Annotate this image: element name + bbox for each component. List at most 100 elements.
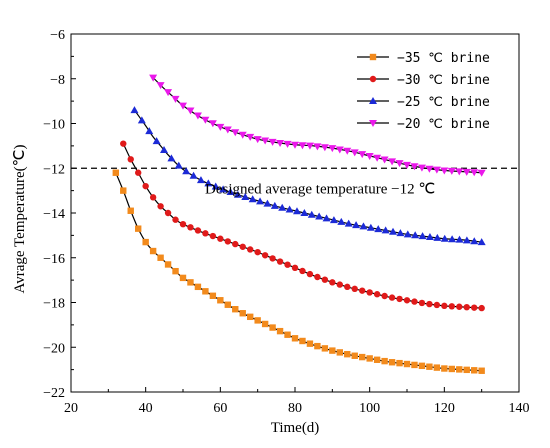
data-point-triangle-down [253,136,262,144]
data-point-triangle-up [369,97,377,104]
data-point-circle [149,194,157,201]
x-axis-label: Time(d) [271,420,320,436]
data-point-triangle-up [337,217,346,225]
data-point-square [441,365,448,372]
data-point-triangle-up [130,106,139,114]
data-point-triangle-up [182,167,191,175]
data-point-triangle-down [369,120,377,127]
data-point-triangle-up [292,207,301,215]
data-point-triangle-down [425,165,434,173]
data-point-square [261,320,269,328]
legend-label: −25 ℃ brine [397,95,490,110]
data-point-square [127,207,134,214]
data-point-square [247,313,254,321]
data-point-triangle-up [403,230,412,238]
data-point-triangle-down [410,163,419,171]
data-point-square [351,352,358,359]
data-point-triangle-down [238,131,247,139]
data-point-circle [299,267,306,275]
data-point-circle [456,303,463,310]
data-point-triangle-down [208,120,217,128]
y-tick-label: −20 [43,341,65,356]
data-point-circle [232,240,239,248]
data-point-triangle-up [315,212,324,220]
data-point-triangle-up [411,231,420,239]
data-point-triangle-up [263,199,272,207]
data-point-triangle-up [160,145,169,153]
data-point-triangle-up [455,235,464,243]
data-point-circle [172,216,179,223]
data-point-triangle-up [425,233,434,241]
data-point-square [463,366,470,374]
data-point-circle [403,297,411,304]
data-point-triangle-up [256,197,265,205]
series-1 [112,169,485,374]
data-point-circle [202,230,209,237]
data-point-square [142,238,149,246]
data-point-circle [418,299,426,307]
data-point-triangle-up [433,233,442,241]
data-point-square [232,306,239,313]
data-point-square [359,353,366,361]
data-point-circle [135,169,142,176]
data-point-circle [336,281,343,288]
legend-label: −35 ℃ brine [397,51,490,66]
data-point-triangle-down [223,126,232,134]
data-point-triangle-up [145,127,154,135]
data-point-triangle-down [216,123,225,131]
data-point-circle [157,203,164,210]
data-point-square [224,301,231,308]
data-point-square [433,364,441,371]
data-point-triangle-up [477,238,486,246]
data-point-triangle-down [246,133,255,141]
data-point-square [329,347,336,354]
data-point-square [284,331,291,338]
data-point-triangle-down [358,151,367,159]
data-point-circle [261,252,269,259]
data-point-triangle-up [396,229,405,237]
data-point-circle [127,156,134,163]
data-point-triangle-up [167,154,176,162]
data-point-circle [164,209,172,217]
data-point-triangle-down [186,107,195,115]
data-point-square [254,317,261,324]
data-point-circle [381,292,388,300]
data-point-square [164,261,172,268]
data-point-triangle-down [328,145,337,153]
y-tick-label: −10 [43,118,65,133]
data-point-triangle-down [149,74,158,82]
data-point-circle [194,227,202,234]
data-point-triangle-down [179,102,187,110]
data-point-triangle-up [219,185,228,193]
data-point-triangle-down [395,160,404,168]
data-point-triangle-down [231,129,240,137]
data-point-square [396,359,403,367]
data-point-triangle-up [389,227,398,235]
data-point-triangle-down [365,152,374,160]
legend: −35 ℃ brine −30 ℃ brine −25 ℃ brine −20 ℃ b… [357,51,490,132]
data-point-triangle-up [440,234,449,242]
data-point-triangle-up [322,214,331,222]
data-point-circle [441,302,448,310]
data-point-circle [351,285,358,293]
data-point-triangle-up [307,210,316,218]
x-axis-ticks: 20 40 60 80 100 120 140 [64,387,530,416]
legend-item: −25 ℃ brine [357,95,490,110]
y-tick-label: −22 [43,386,65,401]
data-point-square [291,335,299,342]
data-point-triangle-down [335,146,344,154]
y-axis-label: Avrage Temperature(℃) [12,145,28,294]
data-point-circle [411,298,418,305]
data-point-triangle-up [196,176,205,184]
data-point-square [426,363,433,370]
data-point-square [299,337,306,345]
data-point-square [321,345,329,352]
data-point-triangle-up [470,237,479,245]
x-tick-label: 100 [359,401,380,416]
data-point-triangle-up [137,116,146,124]
data-point-triangle-up [248,195,257,203]
data-point-triangle-up [418,232,427,240]
data-point-triangle-down [343,147,352,155]
data-point-triangle-up [448,235,457,243]
data-point-square [239,310,246,317]
